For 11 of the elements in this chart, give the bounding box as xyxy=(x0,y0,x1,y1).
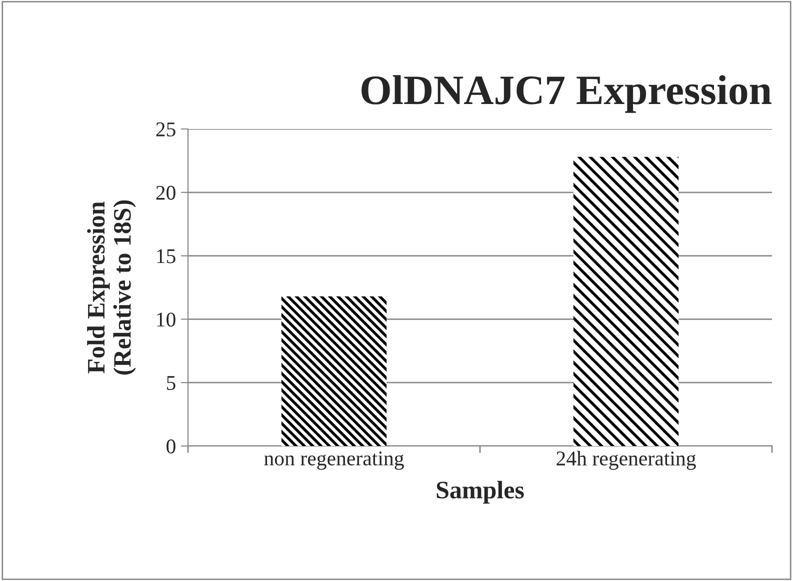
chart-title: OlDNAJC7 Expression xyxy=(362,75,772,113)
y-axis-title: Fold Expression (Relative to 18S) xyxy=(87,200,136,375)
x-axis-title: Samples xyxy=(436,480,524,504)
y-tick-label: 15 xyxy=(157,249,176,264)
y-tick-label: 5 xyxy=(166,376,176,390)
x-tick-label: 24h regenerating xyxy=(556,450,696,470)
y-tick-label: 20 xyxy=(156,186,176,200)
y-tick-label: 10 xyxy=(157,312,176,327)
y-tick-label: 0 xyxy=(166,439,176,454)
x-tick-label: non regenerating xyxy=(264,451,404,470)
y-tick-label: 25 xyxy=(156,122,176,136)
